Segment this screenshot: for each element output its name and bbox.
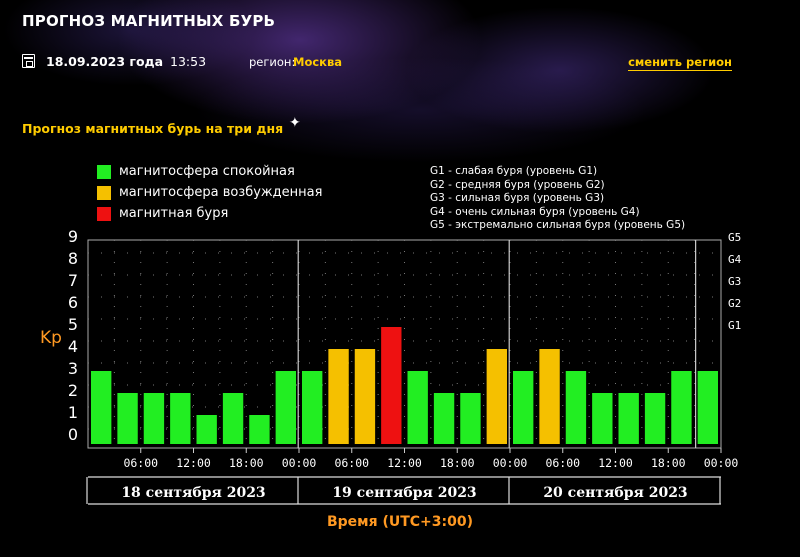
y-axis-title: Kp [40, 328, 62, 348]
y-tick-label: 7 [68, 271, 78, 290]
g-legend-item: G3 - сильная буря (уровень G3) [430, 192, 605, 204]
x-tick-label: 00:00 [704, 456, 739, 470]
kp-bar [592, 393, 613, 444]
x-tick-label: 00:00 [493, 456, 528, 470]
site-title: ПРОГНОЗ МАГНИТНЫХ БУРЬ [22, 12, 276, 30]
x-tick-label: 00:00 [282, 456, 317, 470]
x-tick-label: 06:00 [334, 456, 369, 470]
kp-bar [697, 371, 718, 444]
change-region-link[interactable]: сменить регион [628, 55, 732, 71]
current-date: 18.09.2023 года [46, 54, 164, 69]
legend-swatch [97, 165, 111, 179]
kp-bar [275, 371, 296, 444]
region-label: регион: [249, 55, 296, 69]
x-tick-label: 12:00 [598, 456, 633, 470]
kp-bar [354, 349, 376, 444]
x-axis-title: Время (UTC+3:00) [326, 514, 474, 530]
kp-bar [249, 415, 270, 444]
kp-bar [486, 349, 507, 444]
kp-bar [381, 327, 402, 444]
info-bar: 18.09.2023 года 13:53 регион: Москва сме… [22, 54, 732, 72]
g-tick-label: G4 [728, 253, 742, 266]
region-value: Москва [293, 55, 343, 69]
kp-bar [513, 371, 534, 444]
kp-bar [143, 393, 165, 444]
y-tick-label: 5 [68, 315, 78, 334]
x-tick-label: 12:00 [387, 456, 422, 470]
legend-label: магнитосфера спокойная [119, 164, 295, 179]
day-label: 19 сентября 2023 [332, 485, 476, 501]
y-tick-label: 8 [68, 249, 78, 268]
g-legend-item: G2 - средняя буря (уровень G2) [430, 178, 605, 191]
legend-swatch [97, 186, 111, 200]
current-time: 13:53 [170, 54, 207, 69]
kp-bar [196, 415, 217, 444]
kp-bar [565, 371, 587, 444]
y-tick-label: 0 [68, 425, 78, 444]
kp-bar [222, 393, 244, 444]
kp-bar [302, 371, 323, 444]
section-title: Прогноз магнитных бурь на три дня [22, 121, 284, 136]
kp-bar [407, 371, 428, 444]
g-tick-label: G2 [728, 297, 741, 310]
x-tick-label: 18:00 [229, 456, 264, 470]
calendar-icon [22, 54, 35, 68]
legend-label: магнитосфера возбужденная [119, 185, 323, 200]
x-tick-label: 18:00 [651, 456, 686, 470]
kp-bar [644, 393, 666, 444]
y-tick-label: 6 [68, 293, 78, 312]
kp-bar [91, 371, 112, 444]
kp-bar [618, 393, 639, 444]
kp-bar [433, 393, 455, 444]
kp-bar [328, 349, 349, 444]
x-tick-label: 06:00 [545, 456, 580, 470]
kp-bar [539, 349, 560, 444]
g-legend-item: G1 - слабая буря (уровень G1) [430, 165, 598, 177]
sparkle-icon: ✦ [289, 115, 301, 131]
g-legend-item: G4 - очень сильная буря (уровень G4) [430, 205, 640, 218]
kp-bar [460, 393, 481, 444]
legend-swatch [97, 207, 111, 221]
g-scale-legend: G1 - слабая буря (уровень G1) G2 - средн… [430, 165, 685, 233]
x-tick-label: 18:00 [440, 456, 475, 470]
kp-bar [117, 393, 138, 444]
kp-bar [671, 371, 692, 444]
y-tick-label: 4 [68, 337, 78, 356]
y-tick-label: 1 [68, 403, 78, 422]
x-tick-label: 06:00 [123, 456, 158, 470]
g-tick-label: G5 [728, 231, 741, 244]
legend-label: магнитная буря [119, 206, 229, 221]
g-legend-item: G5 - экстремально сильная буря (уровень … [430, 219, 686, 231]
g-tick-label: G1 [728, 319, 741, 332]
y-tick-label: 2 [68, 381, 78, 400]
day-label: 20 сентября 2023 [543, 485, 687, 501]
y-tick-label: 3 [68, 359, 78, 378]
x-tick-label: 12:00 [176, 456, 211, 470]
day-label: 18 сентября 2023 [121, 485, 265, 501]
y-tick-label: 9 [68, 227, 78, 246]
g-tick-label: G3 [728, 275, 741, 288]
kp-bar [170, 393, 191, 444]
